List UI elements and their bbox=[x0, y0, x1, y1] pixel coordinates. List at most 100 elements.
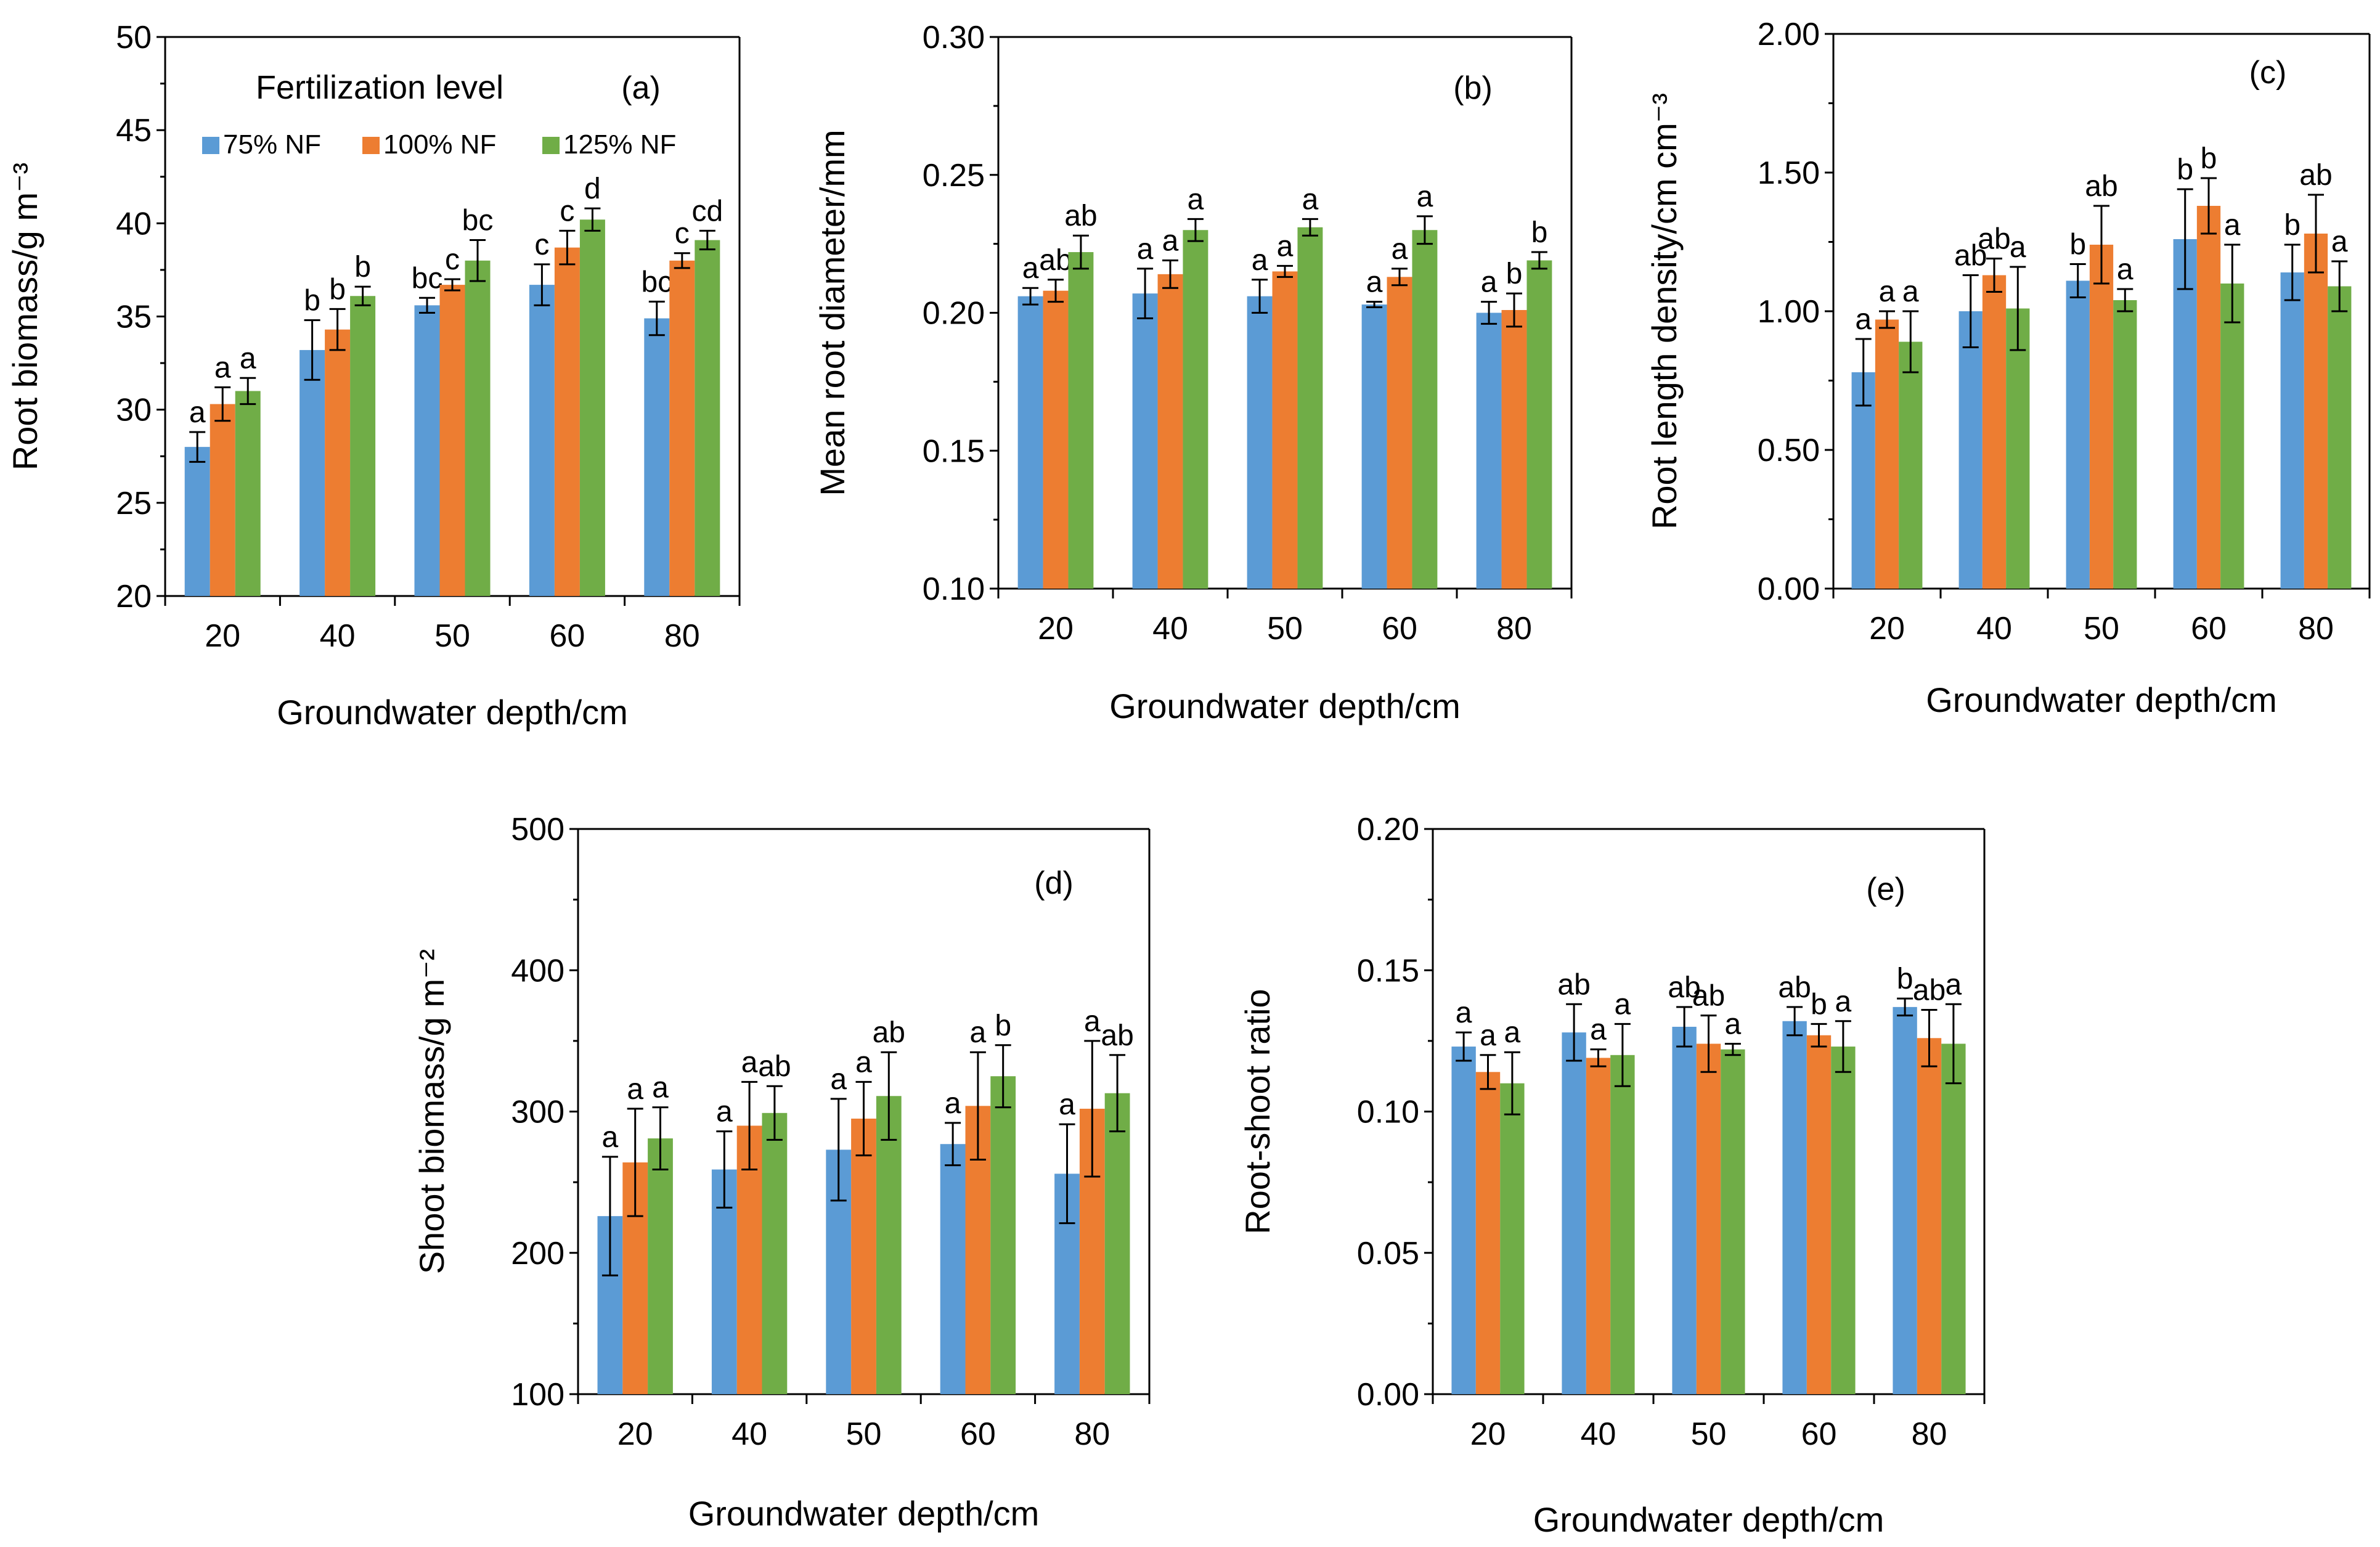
bar bbox=[184, 447, 210, 596]
panel-label: (e) bbox=[1866, 871, 1905, 907]
bar bbox=[1361, 304, 1387, 589]
legend-label-75: 75% NF bbox=[223, 129, 321, 160]
significance-letter: b bbox=[2069, 229, 2086, 261]
significance-letter: a bbox=[1590, 1014, 1607, 1047]
significance-letter: a bbox=[1162, 224, 1179, 257]
significance-letter: a bbox=[1084, 1005, 1101, 1038]
y-tick-label: 0.25 bbox=[923, 158, 985, 194]
significance-letter: b bbox=[995, 1010, 1011, 1042]
significance-letter: a bbox=[214, 351, 231, 384]
bar bbox=[2196, 206, 2221, 589]
y-tick-label: 0.00 bbox=[1357, 1377, 1419, 1413]
x-tick-label: 50 bbox=[846, 1416, 882, 1452]
bar bbox=[2113, 300, 2137, 589]
significance-letter: bc bbox=[641, 266, 672, 298]
significance-letter: a bbox=[2117, 253, 2133, 286]
significance-letter: ab bbox=[1954, 240, 1987, 272]
panel-label: (c) bbox=[2249, 55, 2287, 91]
significance-letter: b bbox=[354, 251, 371, 284]
x-tick-label: 20 bbox=[205, 618, 240, 654]
bar bbox=[1500, 1083, 1525, 1394]
significance-letter: a bbox=[945, 1087, 961, 1120]
significance-letter: ab bbox=[1064, 200, 1097, 232]
bar bbox=[529, 285, 555, 596]
bar bbox=[1782, 1021, 1807, 1394]
bar bbox=[579, 219, 605, 597]
y-tick-label: 30 bbox=[116, 393, 152, 428]
significance-letter: a bbox=[855, 1046, 872, 1079]
y-tick-label: 0.15 bbox=[1357, 953, 1419, 989]
x-tick-label: 40 bbox=[732, 1416, 767, 1452]
bar bbox=[1562, 1032, 1586, 1394]
y-tick-label: 400 bbox=[511, 953, 564, 989]
x-tick-label: 60 bbox=[1382, 611, 1417, 647]
y-axis-title: Root biomass/g m⁻³ bbox=[6, 163, 44, 471]
bar bbox=[1157, 274, 1183, 589]
y-tick-label: 50 bbox=[116, 20, 152, 55]
significance-letter: b bbox=[1897, 963, 1913, 995]
bar bbox=[325, 329, 351, 596]
x-tick-label: 50 bbox=[434, 618, 470, 654]
bar bbox=[210, 404, 235, 596]
y-tick-label: 0.50 bbox=[1758, 433, 1820, 468]
significance-letter: a bbox=[2331, 226, 2348, 258]
x-axis-title: Groundwater depth/cm bbox=[1926, 680, 2277, 719]
panel-label: (d) bbox=[1034, 865, 1074, 901]
significance-letter: a bbox=[1946, 968, 1962, 1001]
bar bbox=[990, 1076, 1016, 1394]
significance-letter: a bbox=[1456, 997, 1472, 1029]
x-tick-label: 60 bbox=[960, 1416, 996, 1452]
bar bbox=[669, 260, 695, 596]
bar bbox=[1917, 1038, 1942, 1394]
x-tick-label: 20 bbox=[1038, 611, 1074, 647]
bar bbox=[1183, 230, 1208, 589]
significance-letter: ab bbox=[1668, 971, 1700, 1004]
significance-letter: c bbox=[560, 195, 574, 227]
y-tick-label: 45 bbox=[116, 113, 152, 149]
significance-letter: b bbox=[2201, 142, 2217, 175]
bar bbox=[1875, 319, 1899, 589]
x-tick-label: 80 bbox=[664, 618, 700, 654]
significance-letter: a bbox=[1366, 266, 1383, 299]
y-tick-label: 0.15 bbox=[923, 433, 985, 469]
bar bbox=[1672, 1026, 1697, 1394]
y-tick-label: 35 bbox=[116, 300, 152, 335]
significance-letter: ab bbox=[1978, 223, 2010, 256]
x-tick-label: 40 bbox=[1581, 1416, 1616, 1452]
significance-letter: a bbox=[1835, 986, 1852, 1018]
bar bbox=[1387, 277, 1412, 589]
bar bbox=[644, 318, 670, 596]
y-tick-label: 300 bbox=[511, 1095, 564, 1130]
bar bbox=[1982, 275, 2007, 589]
significance-letter: a bbox=[1059, 1088, 1075, 1121]
legend-swatch-75 bbox=[202, 137, 219, 154]
bar bbox=[1501, 310, 1527, 589]
bar bbox=[2328, 286, 2352, 589]
y-axis-title: Root-shoot ratio bbox=[1238, 989, 1277, 1234]
bar bbox=[1696, 1043, 1721, 1394]
x-tick-label: 80 bbox=[2298, 611, 2334, 647]
significance-letter: a bbox=[1504, 1016, 1521, 1049]
bar bbox=[1132, 293, 1158, 589]
bar bbox=[1586, 1058, 1611, 1394]
bar bbox=[1068, 252, 1094, 589]
x-tick-label: 20 bbox=[617, 1416, 653, 1452]
significance-letter: a bbox=[602, 1121, 619, 1154]
significance-letter: ab bbox=[1039, 244, 1072, 277]
significance-letter: b bbox=[1811, 988, 1827, 1021]
significance-letter: a bbox=[741, 1046, 758, 1079]
bar bbox=[1806, 1035, 1832, 1394]
y-tick-label: 1.00 bbox=[1758, 294, 1820, 330]
significance-letter: b bbox=[1506, 258, 1523, 290]
significance-letter: ab bbox=[873, 1016, 905, 1049]
bar bbox=[439, 285, 465, 596]
significance-letter: ab bbox=[1778, 971, 1811, 1004]
x-tick-label: 50 bbox=[1267, 611, 1303, 647]
bar bbox=[1247, 296, 1273, 589]
significance-letter: a bbox=[1725, 1008, 1742, 1040]
x-tick-label: 20 bbox=[1470, 1416, 1506, 1452]
